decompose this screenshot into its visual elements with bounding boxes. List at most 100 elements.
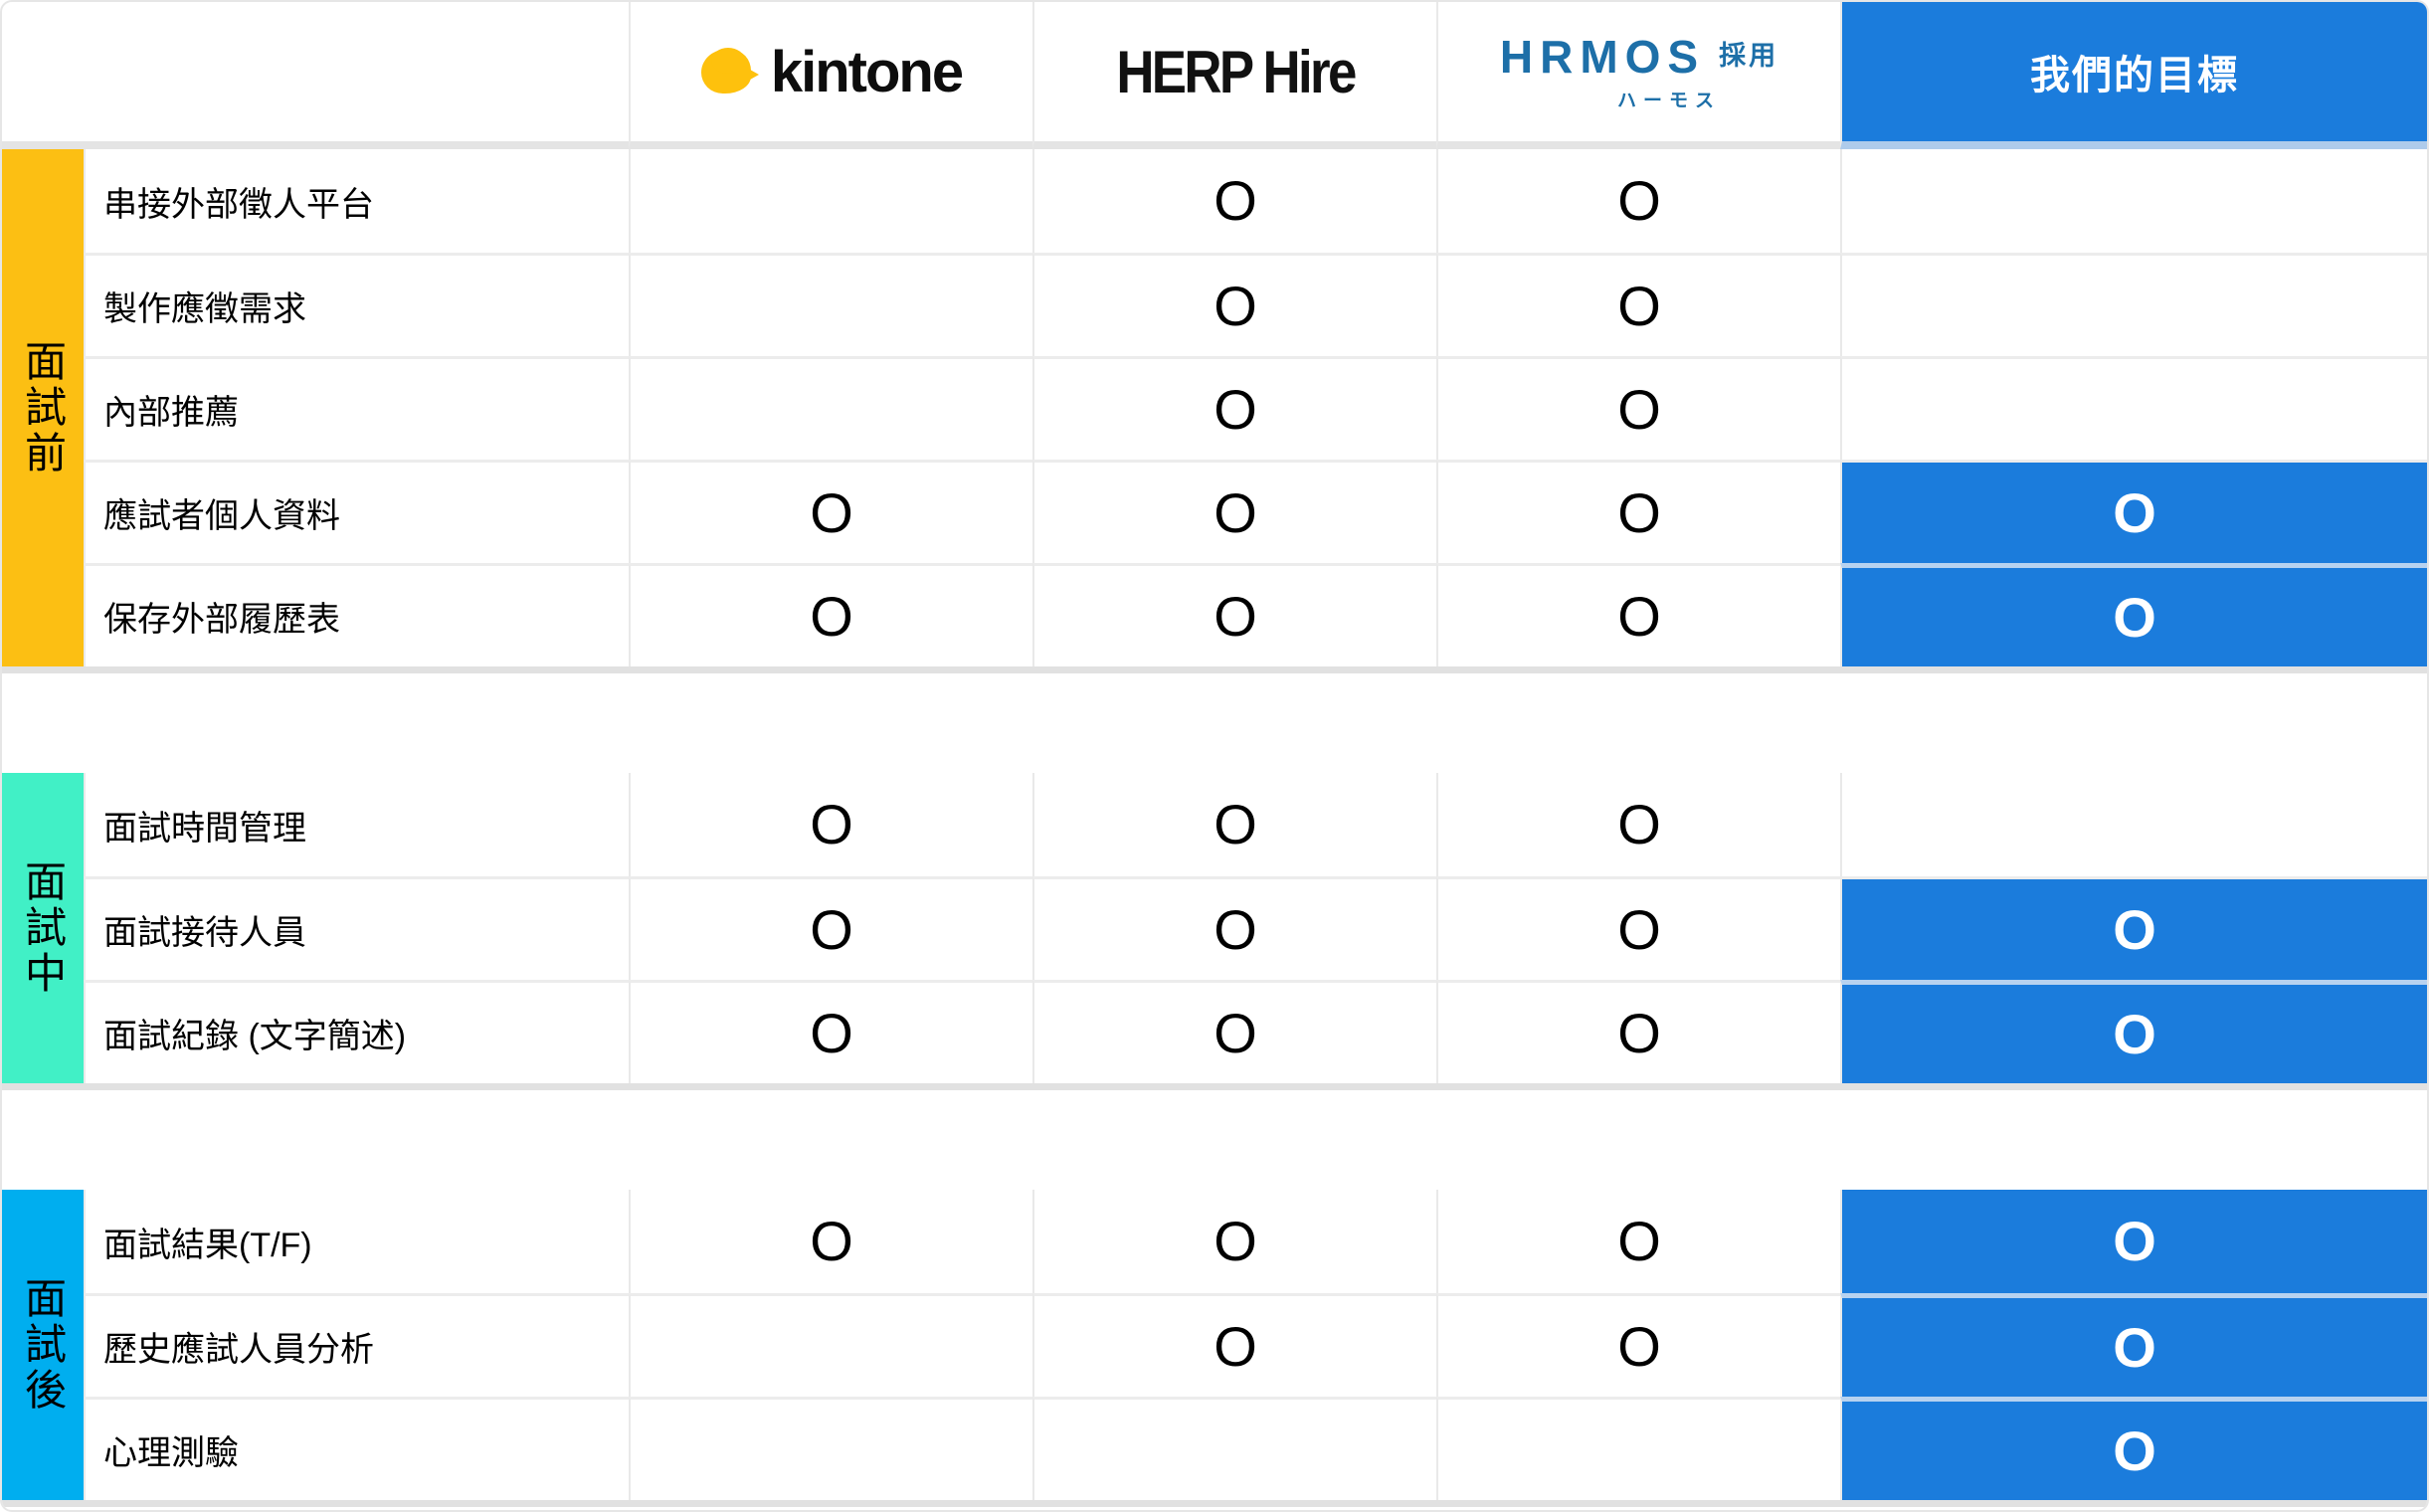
section-strip-after: 面試後 [2, 1190, 84, 1500]
support-mark: O [810, 1001, 853, 1064]
support-mark: O [810, 480, 853, 544]
cell-kintone [629, 1293, 1032, 1397]
section-rows: 面試結果(T/F) O O O O 歷史應試人員分析 O O O 心理測驗 O [84, 1190, 2427, 1500]
goal-header-label: 我們的目標 [2030, 54, 2239, 97]
support-mark: O [2113, 897, 2156, 961]
section-label: 面試前 [19, 339, 67, 476]
cell-goal: O [1840, 876, 2427, 980]
support-mark: O [1214, 169, 1257, 232]
support-mark: O [1617, 584, 1661, 648]
support-mark: O [2113, 1002, 2156, 1065]
support-mark: O [2113, 480, 2156, 544]
header-hrmos: HRMOS 採用 ハーモス [1436, 2, 1840, 149]
cell-kintone: O [629, 1190, 1032, 1293]
cell-goal: O [1840, 980, 2427, 1083]
support-mark: O [1617, 897, 1661, 961]
support-mark: O [1214, 793, 1257, 855]
hrmos-logo: HRMOS 採用 ハーモス [1500, 34, 1778, 110]
cell-herp [1032, 1397, 1436, 1500]
row-label: 面試時間管理 [84, 773, 629, 876]
cell-hrmos: O [1436, 1190, 1840, 1293]
kintone-logo-text: kintone [770, 39, 964, 104]
cell-goal [1840, 149, 2427, 253]
hrmos-logo-text: HRMOS [1499, 30, 1706, 83]
table-row: 面試紀錄 (文字簡述) O O O O [84, 980, 2427, 1083]
support-mark: O [1214, 274, 1257, 337]
support-mark: O [1617, 169, 1661, 232]
kintone-logo: kintone [700, 39, 964, 105]
cell-hrmos [1436, 1397, 1840, 1500]
row-label: 串接外部徵人平台 [84, 149, 629, 253]
cell-goal: O [1840, 563, 2427, 666]
cell-herp: O [1032, 253, 1436, 356]
support-mark: O [1617, 274, 1661, 337]
cell-herp: O [1032, 563, 1436, 666]
cell-kintone [629, 356, 1032, 460]
table-row: 面試接待人員 O O O O [84, 876, 2427, 980]
support-mark: O [1617, 1314, 1661, 1378]
table-row: 歷史應試人員分析 O O O [84, 1293, 2427, 1397]
table-header-row: kintone HERP Hire HRMOS 採用 ハーモス 我們的目標 [2, 2, 2427, 149]
support-mark: O [1617, 377, 1661, 441]
row-label: 保存外部履歷表 [84, 563, 629, 666]
support-mark: O [1617, 1210, 1661, 1272]
table-row: 串接外部徵人平台 O O [84, 149, 2427, 253]
row-label: 製作應徵需求 [84, 253, 629, 356]
cell-goal: O [1840, 1190, 2427, 1293]
section-label: 面試中 [19, 859, 67, 997]
table-row: 製作應徵需求 O O [84, 253, 2427, 356]
table-row: 面試時間管理 O O O [84, 773, 2427, 876]
section-strip-before: 面試前 [2, 149, 84, 666]
cell-herp: O [1032, 460, 1436, 563]
cell-kintone [629, 1397, 1032, 1500]
section-after: 面試後 面試結果(T/F) O O O O 歷史應試人員分析 O O O 心理測驗 O [2, 1190, 2427, 1507]
section-rows: 面試時間管理 O O O 面試接待人員 O O O O 面試紀錄 (文字簡述) O O O O [84, 773, 2427, 1083]
support-mark: O [1214, 1210, 1257, 1272]
cell-herp: O [1032, 356, 1436, 460]
support-mark: O [1617, 793, 1661, 855]
support-mark: O [1214, 1314, 1257, 1378]
cell-hrmos: O [1436, 563, 1840, 666]
support-mark: O [2113, 1315, 2156, 1379]
section-rows: 串接外部徵人平台 O O 製作應徵需求 O O 內部推薦 O O 應試者個人資料 O O O O 保存外部履… [84, 149, 2427, 666]
support-mark: O [1617, 1001, 1661, 1064]
cell-kintone: O [629, 563, 1032, 666]
row-label: 應試者個人資料 [84, 460, 629, 563]
section-strip-during: 面試中 [2, 773, 84, 1083]
row-label: 面試結果(T/F) [84, 1190, 629, 1293]
table-row: 心理測驗 O [84, 1397, 2427, 1500]
header-empty-cell [2, 2, 629, 149]
cell-goal: O [1840, 1397, 2427, 1500]
table-row: 內部推薦 O O [84, 356, 2427, 460]
table-row: 面試結果(T/F) O O O O [84, 1190, 2427, 1293]
cell-herp: O [1032, 773, 1436, 876]
row-label: 內部推薦 [84, 356, 629, 460]
section-gap [2, 673, 2427, 773]
cell-herp: O [1032, 149, 1436, 253]
cell-hrmos: O [1436, 149, 1840, 253]
row-label: 面試接待人員 [84, 876, 629, 980]
table-body: 面試前 串接外部徵人平台 O O 製作應徵需求 O O 內部推薦 O O 應試者個人資料 O O O O 保存… [2, 149, 2427, 1507]
support-mark: O [1214, 897, 1257, 961]
row-label: 心理測驗 [84, 1397, 629, 1500]
support-mark: O [2113, 1418, 2156, 1482]
cell-kintone [629, 149, 1032, 253]
support-mark: O [810, 1210, 853, 1272]
cell-hrmos: O [1436, 773, 1840, 876]
support-mark: O [810, 897, 853, 961]
cell-goal [1840, 356, 2427, 460]
cell-kintone: O [629, 460, 1032, 563]
kintone-cloud-icon [700, 48, 759, 95]
section-gap [2, 1090, 2427, 1190]
hrmos-logo-subtitle: ハーモス [1616, 90, 1721, 111]
cell-kintone: O [629, 876, 1032, 980]
cell-hrmos: O [1436, 460, 1840, 563]
section-label: 面試後 [19, 1276, 67, 1414]
support-mark: O [810, 793, 853, 855]
cell-kintone: O [629, 980, 1032, 1083]
section-during: 面試中 面試時間管理 O O O 面試接待人員 O O O O 面試紀錄 (文字簡述) O O O O [2, 773, 2427, 1090]
table-row: 應試者個人資料 O O O O [84, 460, 2427, 563]
cell-kintone [629, 253, 1032, 356]
header-goal: 我們的目標 [1840, 2, 2427, 149]
